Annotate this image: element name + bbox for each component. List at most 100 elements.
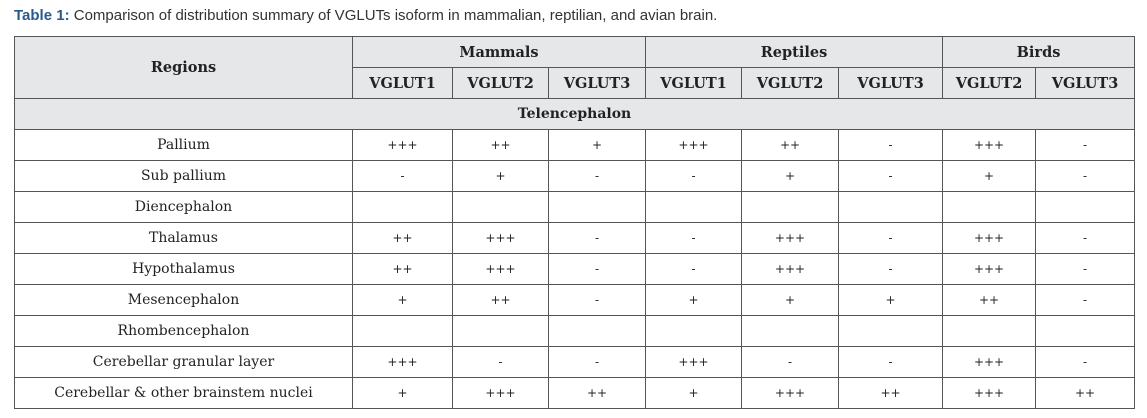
value-cell: +++ [741,377,839,409]
column-header: VGLUT2 [942,67,1037,99]
section-label: Telencephalon [13,98,1136,130]
value-cell [645,191,742,223]
column-header: VGLUT1 [352,67,453,99]
value-cell: - [837,129,944,161]
value-cell: - [352,160,453,192]
value-cell: - [548,222,646,254]
caption: Table 1: Comparison of distribution summ… [14,7,717,24]
value-cell [645,315,742,347]
value-cell: - [645,253,742,285]
value-cell: +++ [942,377,1037,409]
value-cell [741,191,839,223]
group-header: Mammals [352,36,646,68]
value-cell [352,315,453,347]
data-row: Hypothalamus ++ +++ - - +++ - +++ - [14,253,1136,285]
value-cell [352,191,453,223]
value-cell [942,191,1037,223]
region-cell: Hypothalamus [14,253,353,285]
value-cell: ++ [837,377,944,409]
header-row: Regions Mammals Reptiles Birds [14,36,1136,99]
value-cell: + [741,284,839,316]
column-header: VGLUT2 [741,67,839,99]
caption-label: Table 1: [14,7,70,24]
column-header: VGLUT3 [1035,67,1136,99]
value-cell: + [352,377,453,409]
corner-header: Regions [14,36,353,99]
value-cell: - [1035,284,1136,316]
region-cell: Thalamus [14,222,353,254]
region-cell: Cerebellar granular layer [14,346,353,378]
value-cell [741,315,839,347]
data-row: Pallium +++ ++ + +++ ++ - +++ - [14,129,1136,161]
column-header: VGLUT3 [548,67,646,99]
column-header: VGLUT2 [452,67,549,99]
value-cell: +++ [942,129,1037,161]
value-cell [452,191,549,223]
region-cell: Pallium [14,129,353,161]
value-cell: - [837,222,944,254]
subheader-row: VGLUT1 VGLUT2 VGLUT3 VGLUT1 VGLUT2 VGLUT3 VGLU… [15,67,1136,99]
table: Regions Mammals Reptiles Birds VGLUT1 VGLUT2 V… [13,36,1136,409]
value-cell: - [1035,160,1136,192]
value-cell: ++ [942,284,1037,316]
value-cell: + [548,129,646,161]
data-row: Mesencephalon + ++ - + + + ++ - [14,284,1136,316]
value-cell: ++ [352,253,453,285]
value-cell: - [548,253,646,285]
value-cell: - [1035,222,1136,254]
value-cell: - [1035,253,1136,285]
region-cell: Rhombencephalon [14,315,353,347]
value-cell: ++ [352,222,453,254]
region-cell: Diencephalon [14,191,353,223]
value-cell: +++ [645,346,742,378]
data-row: Sub pallium - + - - + - + - [14,160,1136,192]
value-cell: + [645,284,742,316]
value-cell: - [548,346,646,378]
value-cell [942,315,1037,347]
data-row: Rhombencephalon [14,315,1136,347]
value-cell: + [452,160,549,192]
value-cell: - [741,346,839,378]
region-cell: Sub pallium [14,160,353,192]
data-row: Thalamus ++ +++ - - +++ - +++ - [14,222,1136,254]
value-cell: - [548,284,646,316]
value-cell: - [548,160,646,192]
value-cell: - [645,222,742,254]
data-row: Cerebellar granular layer +++ - - +++ - - +++ - [14,346,1136,378]
value-cell [837,191,944,223]
value-cell [1035,191,1136,223]
value-cell: ++ [1035,377,1136,409]
value-cell: +++ [352,129,453,161]
value-cell: - [452,346,549,378]
value-cell: - [1035,129,1136,161]
value-cell: - [837,346,944,378]
value-cell: - [837,253,944,285]
value-cell: + [741,160,839,192]
group-header: Birds [942,36,1136,68]
value-cell: +++ [741,222,839,254]
value-cell [548,191,646,223]
caption-text: Comparison of distribution summary of VG… [73,7,718,24]
value-cell: +++ [942,346,1037,378]
value-cell [452,315,549,347]
value-cell: + [837,284,944,316]
value-cell: +++ [452,222,549,254]
value-cell [837,315,944,347]
value-cell: + [645,377,742,409]
value-cell: +++ [452,253,549,285]
value-cell: ++ [452,129,549,161]
value-cell: ++ [452,284,549,316]
value-cell [1035,315,1136,347]
column-header: VGLUT1 [645,67,742,99]
value-cell: +++ [942,253,1037,285]
section-row: Telencephalon [13,98,1136,130]
value-cell: - [1035,346,1136,378]
value-cell [548,315,646,347]
data-row: Diencephalon [14,191,1136,223]
value-cell: +++ [645,129,742,161]
region-cell: Cerebellar & other brainstem nuclei [14,377,353,409]
value-cell: - [645,160,742,192]
value-cell: +++ [741,253,839,285]
value-cell: +++ [942,222,1037,254]
value-cell: ++ [741,129,839,161]
